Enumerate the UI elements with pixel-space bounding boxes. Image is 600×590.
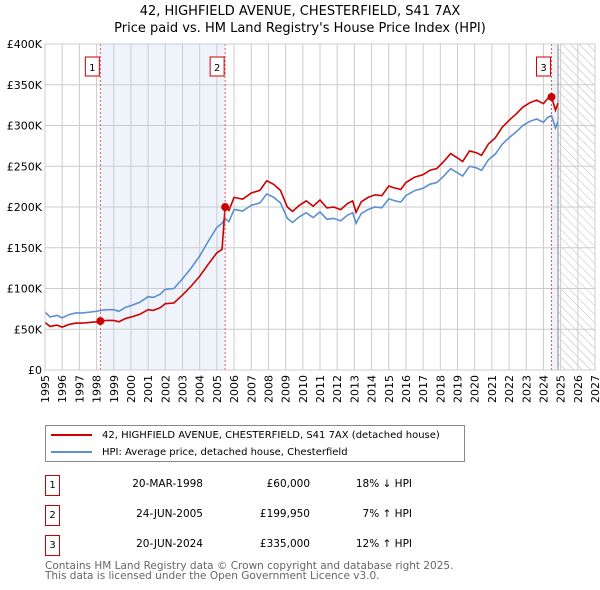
chart-title: 42, HIGHFIELD AVENUE, CHESTERFIELD, S41 … [139, 4, 461, 19]
y-tick-label: £350K [7, 79, 43, 92]
sale-price: £199,950 [259, 508, 310, 520]
sale-point [96, 317, 105, 326]
x-tick-label: 2002 [159, 375, 172, 403]
x-tick-label: 1997 [73, 375, 86, 403]
x-tick-label: 2005 [211, 375, 224, 403]
x-tick-label: 2012 [331, 375, 344, 403]
sale-point [547, 92, 556, 101]
sale-row-1: 1 20-MAR-1998 £60,000 18% ↓ HPI [45, 475, 465, 496]
chart-subtitle: Price paid vs. HM Land Registry's House … [114, 21, 486, 36]
x-tick-label: 2011 [314, 375, 327, 403]
x-tick-label: 2021 [486, 375, 499, 403]
x-tick-label: 2019 [452, 375, 465, 403]
price-chart: 1995 1996 1997 1998 1999 2000 2001 2002 2003 2004… [7, 38, 600, 403]
x-tick-label: 2000 [125, 375, 138, 403]
x-tick-label: 2017 [417, 375, 430, 403]
legend: 42, HIGHFIELD AVENUE, CHESTERFIELD, S41 … [45, 425, 465, 462]
y-tick-label: £150K [7, 242, 43, 255]
sale-row-2: 2 24-JUN-2005 £199,950 7% ↑ HPI [45, 505, 465, 526]
legend-label-hpi: HPI: Average price, detached house, Ches… [102, 446, 348, 458]
x-tick-label: 2024 [537, 375, 550, 403]
sale-label: 3 [540, 63, 546, 74]
sale-label-box [536, 56, 552, 77]
sale-row-3: 3 20-JUN-2024 £335,000 12% ↑ HPI [45, 535, 465, 556]
property-line [44, 95, 559, 328]
x-tick-label: 2016 [400, 375, 413, 403]
y-tick-label: £0 [28, 364, 42, 377]
sale-point [221, 203, 230, 212]
footer-licence: This data is licensed under the Open Gov… [45, 570, 380, 582]
x-tick-label: 1999 [108, 375, 121, 403]
sale-date: 20-JUN-2024 [136, 538, 203, 550]
x-tick-label: 2015 [383, 375, 396, 403]
hpi-line [44, 114, 559, 319]
x-tick-label: 2007 [245, 375, 258, 403]
y-tick-label: £300K [7, 120, 43, 133]
x-tick-label: 2001 [142, 375, 155, 403]
sale-badge: 3 [45, 535, 60, 556]
sale-date: 20-MAR-1998 [132, 478, 203, 490]
x-tick-label: 2023 [520, 375, 533, 403]
y-tick-label: £100K [7, 283, 43, 296]
footer: Contains HM Land Registry data © Crown c… [45, 560, 454, 582]
legend-label-property: 42, HIGHFIELD AVENUE, CHESTERFIELD, S41 … [102, 429, 440, 441]
x-tick-label: 2003 [177, 375, 190, 403]
x-tick-label: 1995 [39, 375, 52, 403]
sale-label: 1 [89, 63, 95, 74]
x-tick-label: 2018 [434, 375, 447, 403]
x-tick-label: 2009 [280, 375, 293, 403]
x-tick-label: 2006 [228, 375, 241, 403]
legend-item-hpi: HPI: Average price, detached house, Ches… [46, 444, 348, 460]
y-tick-label: £50K [14, 323, 43, 336]
sale-label: 2 [214, 63, 220, 74]
x-tick-label: 2027 [589, 375, 600, 403]
sale-badge: 2 [45, 505, 60, 526]
sale-date: 24-JUN-2005 [136, 508, 203, 520]
legend-swatch-property [51, 434, 92, 436]
sale-vs-hpi: 12% ↑ HPI [355, 538, 412, 550]
sale-vs-hpi: 7% ↑ HPI [362, 508, 412, 520]
legend-item-property: 42, HIGHFIELD AVENUE, CHESTERFIELD, S41 … [46, 427, 440, 443]
x-tick-label: 1998 [91, 375, 104, 403]
sale-price: £60,000 [266, 478, 310, 490]
x-tick-label: 2026 [572, 375, 585, 403]
x-tick-label: 2013 [348, 375, 361, 403]
legend-swatch-hpi [51, 451, 92, 453]
x-tick-label: 2020 [469, 375, 482, 403]
x-tick-label: 2010 [297, 375, 310, 403]
sale-vs-hpi: 18% ↓ HPI [355, 478, 412, 490]
y-tick-label: £400K [7, 38, 43, 51]
x-tick-label: 2014 [366, 375, 379, 403]
sale-label-box [84, 56, 100, 77]
y-tick-label: £250K [7, 160, 43, 173]
sale-label-box [209, 56, 225, 77]
footer-copyright: Contains HM Land Registry data © Crown c… [45, 560, 454, 572]
plot-border [44, 43, 596, 371]
sale-badge: 1 [45, 475, 60, 496]
x-tick-label: 2008 [262, 375, 275, 403]
x-tick-label: 2004 [194, 375, 207, 403]
y-tick-label: £200K [7, 201, 43, 214]
sale-price: £335,000 [259, 538, 310, 550]
x-tick-label: 2022 [503, 375, 516, 403]
x-tick-label: 1996 [56, 375, 69, 403]
x-tick-label: 2025 [555, 375, 568, 403]
